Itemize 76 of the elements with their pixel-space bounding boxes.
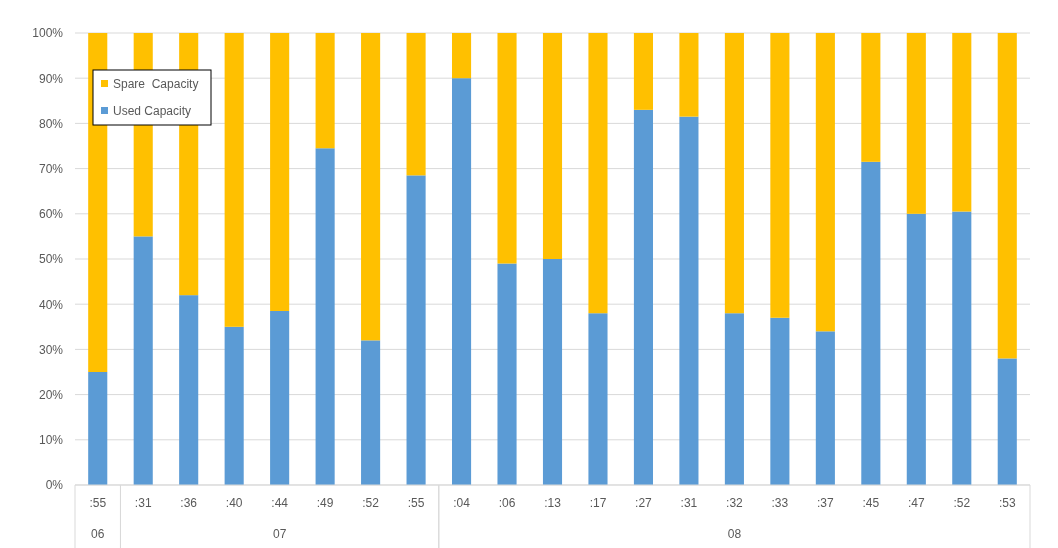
bar bbox=[542, 259, 563, 485]
text: 08 bbox=[727, 527, 742, 541]
bar bbox=[724, 313, 744, 485]
bar bbox=[770, 33, 790, 318]
bar bbox=[270, 310, 290, 485]
bar bbox=[224, 33, 244, 327]
bar bbox=[406, 33, 426, 176]
y-tick-label: 50% bbox=[38, 252, 64, 267]
x-tick-label: :47 bbox=[907, 495, 925, 510]
bar bbox=[952, 33, 972, 212]
bar bbox=[679, 33, 699, 117]
bar bbox=[315, 148, 335, 485]
legend-label: Spare Capacity bbox=[113, 77, 199, 91]
x-tick-label: :52 bbox=[362, 495, 380, 510]
bar bbox=[815, 33, 835, 332]
x-tick-label: :04 bbox=[453, 495, 471, 510]
bar bbox=[224, 326, 244, 485]
bar bbox=[179, 295, 199, 485]
y-tick-label: 30% bbox=[38, 342, 64, 357]
bar bbox=[88, 372, 108, 485]
text: 06 bbox=[91, 527, 105, 541]
bar bbox=[452, 78, 472, 485]
y-tick-label: 70% bbox=[38, 161, 64, 176]
x-tick-label: :53 bbox=[998, 495, 1016, 510]
bar bbox=[633, 33, 653, 110]
bar bbox=[133, 236, 153, 485]
bar bbox=[906, 33, 926, 214]
x-tick-label: :52 bbox=[953, 495, 971, 510]
bar bbox=[861, 161, 881, 485]
bar bbox=[588, 313, 608, 485]
bar bbox=[633, 109, 653, 485]
y-tick-label: 20% bbox=[38, 387, 64, 402]
y-tick-label: 90% bbox=[38, 71, 64, 86]
bar bbox=[361, 340, 381, 485]
x-tick-label: :06 bbox=[498, 495, 516, 510]
bar bbox=[361, 33, 381, 341]
bar bbox=[952, 211, 972, 485]
x-tick-label: :32 bbox=[726, 495, 744, 510]
bar bbox=[724, 33, 744, 314]
bar bbox=[679, 116, 699, 485]
x-tick-label: :55 bbox=[89, 495, 107, 510]
x-tick-label: :45 bbox=[862, 495, 880, 510]
text: 07 bbox=[272, 527, 287, 541]
y-tick-label: 100% bbox=[32, 26, 64, 41]
bar bbox=[315, 33, 335, 149]
y-tick-label: 40% bbox=[38, 297, 64, 312]
bar bbox=[497, 33, 517, 264]
x-tick-label: :40 bbox=[225, 495, 243, 510]
bar bbox=[542, 33, 563, 259]
legend-label: Used Capacity bbox=[113, 104, 192, 118]
bar bbox=[588, 33, 608, 314]
x-tick-label: :49 bbox=[316, 495, 334, 510]
bar bbox=[497, 263, 517, 485]
x-tick-label: :36 bbox=[180, 495, 198, 510]
x-tick-label: :17 bbox=[589, 495, 607, 510]
x-tick-label: :37 bbox=[817, 495, 835, 510]
bar bbox=[770, 317, 790, 485]
bar bbox=[406, 175, 426, 485]
y-tick-label: 0% bbox=[45, 478, 64, 493]
bar bbox=[997, 358, 1017, 485]
x-tick-label: :44 bbox=[271, 495, 289, 510]
bar bbox=[906, 213, 926, 485]
x-tick-label: :55 bbox=[407, 495, 425, 510]
x-tick-label: :31 bbox=[134, 495, 152, 510]
bar bbox=[997, 33, 1017, 359]
x-tick-label: :33 bbox=[771, 495, 789, 510]
x-tick-label: :31 bbox=[680, 495, 698, 510]
bar bbox=[270, 33, 290, 311]
y-tick-label: 60% bbox=[38, 207, 64, 222]
bar bbox=[815, 331, 835, 485]
bar bbox=[452, 33, 472, 79]
y-tick-label: 80% bbox=[38, 116, 64, 131]
y-tick-label: 10% bbox=[38, 433, 64, 448]
x-tick-label: :27 bbox=[635, 495, 653, 510]
x-tick-label: :13 bbox=[544, 495, 562, 510]
bar bbox=[861, 33, 881, 162]
